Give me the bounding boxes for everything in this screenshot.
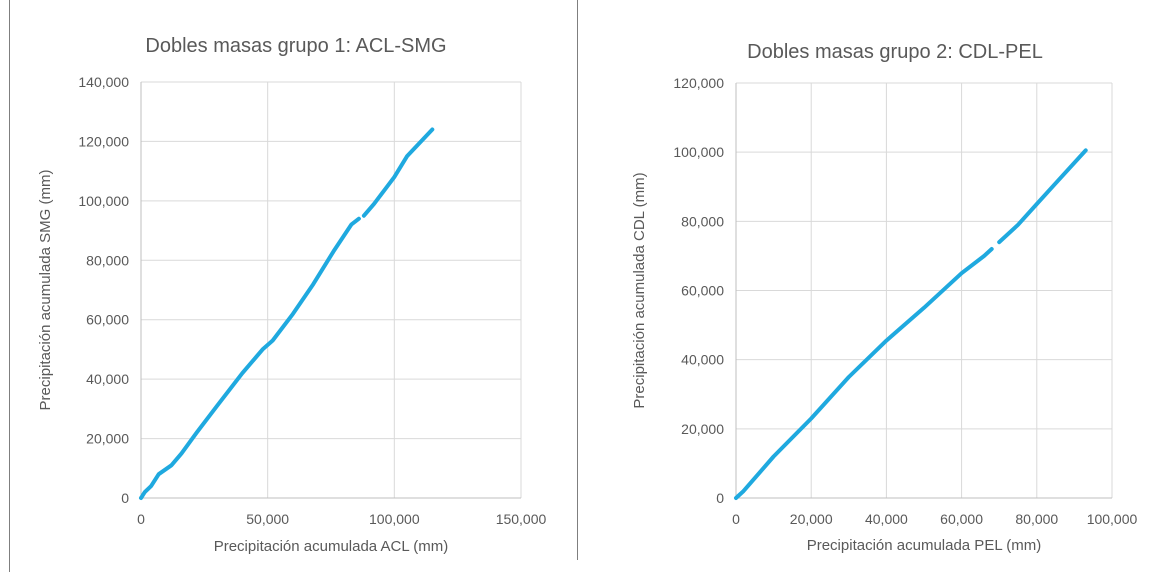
series-line — [139, 216, 361, 500]
y-tick-label: 20,000 — [681, 421, 724, 437]
y-tick-label: 120,000 — [673, 75, 724, 91]
y-tick-label: 80,000 — [681, 213, 724, 229]
x-tick-label: 0 — [732, 511, 740, 527]
x-tick-label: 150,000 — [496, 511, 547, 527]
chart-acl-smg: Dobles masas grupo 1: ACL-SMG 0 20,000 40,0… — [37, 35, 547, 555]
x-tick-label: 0 — [137, 511, 145, 527]
x-axis-label: Precipitación acumulada ACL (mm) — [214, 538, 449, 555]
y-tick-label: 40,000 — [681, 352, 724, 368]
y-tick-label: 140,000 — [78, 74, 129, 90]
y-tick-label: 0 — [716, 490, 724, 506]
y-tick-label: 100,000 — [78, 193, 129, 209]
x-tick-label: 60,000 — [940, 511, 983, 527]
y-tick-label: 40,000 — [86, 371, 129, 387]
x-tick-label: 50,000 — [246, 511, 289, 527]
x-tick-label: 100,000 — [369, 511, 420, 527]
y-tick-label: 0 — [121, 490, 129, 506]
chart-divider-line — [577, 0, 578, 560]
y-axis-label: Precipitación acumulada SMG (mm) — [37, 170, 54, 411]
series-line — [734, 247, 994, 500]
chart-title: Dobles masas grupo 2: CDL-PEL — [747, 41, 1043, 63]
y-tick-label: 20,000 — [86, 431, 129, 447]
y-axis-label: Precipitación acumulada CDL (mm) — [631, 172, 648, 408]
left-border-line — [9, 0, 10, 572]
x-axis-label: Precipitación acumulada PEL (mm) — [807, 537, 1042, 554]
chart-title: Dobles masas grupo 1: ACL-SMG — [145, 35, 446, 57]
y-tick-label: 60,000 — [681, 283, 724, 299]
series-line — [997, 148, 1088, 245]
x-tick-label: 100,000 — [1087, 511, 1138, 527]
y-tick-label: 60,000 — [86, 312, 129, 328]
series-line — [361, 127, 435, 218]
y-tick-label: 100,000 — [673, 144, 724, 160]
x-tick-label: 40,000 — [865, 511, 908, 527]
chart-cdl-pel: Dobles masas grupo 2: CDL-PEL 0 20,000 40,0… — [631, 41, 1138, 554]
x-tick-label: 80,000 — [1015, 511, 1058, 527]
x-tick-label: 20,000 — [790, 511, 833, 527]
y-tick-label: 120,000 — [78, 133, 129, 149]
y-tick-label: 80,000 — [86, 252, 129, 268]
